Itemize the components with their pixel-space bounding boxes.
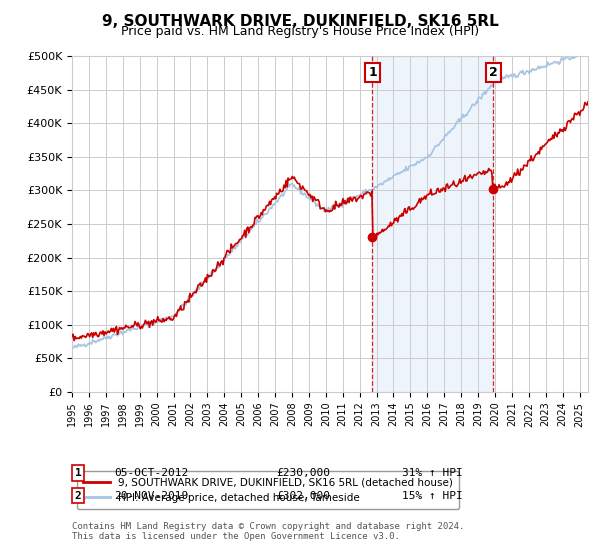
Text: 31% ↑ HPI: 31% ↑ HPI	[402, 468, 463, 478]
Text: 2: 2	[74, 491, 82, 501]
Text: 2: 2	[489, 66, 497, 80]
Bar	[373, 56, 493, 392]
Text: £302,000: £302,000	[276, 491, 330, 501]
Text: 1: 1	[368, 66, 377, 80]
Legend: 9, SOUTHWARK DRIVE, DUKINFIELD, SK16 5RL (detached house), HPI: Average price, d: 9, SOUTHWARK DRIVE, DUKINFIELD, SK16 5RL…	[77, 471, 459, 509]
Text: 9, SOUTHWARK DRIVE, DUKINFIELD, SK16 5RL: 9, SOUTHWARK DRIVE, DUKINFIELD, SK16 5RL	[101, 14, 499, 29]
Text: Contains HM Land Registry data © Crown copyright and database right 2024.
This d: Contains HM Land Registry data © Crown c…	[72, 522, 464, 542]
Text: Price paid vs. HM Land Registry's House Price Index (HPI): Price paid vs. HM Land Registry's House …	[121, 25, 479, 38]
Text: £230,000: £230,000	[276, 468, 330, 478]
Text: 20-NOV-2019: 20-NOV-2019	[114, 491, 188, 501]
Text: 05-OCT-2012: 05-OCT-2012	[114, 468, 188, 478]
Text: 15% ↑ HPI: 15% ↑ HPI	[402, 491, 463, 501]
Text: 1: 1	[74, 468, 82, 478]
